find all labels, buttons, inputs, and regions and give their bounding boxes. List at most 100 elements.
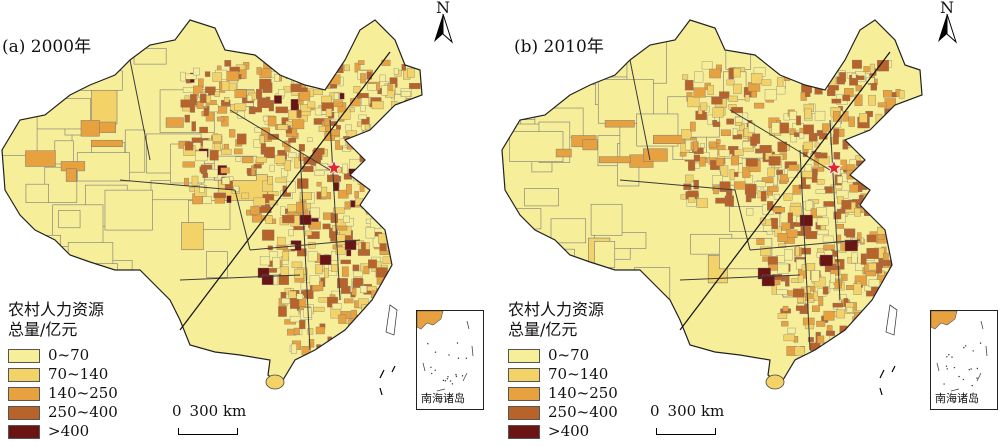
county-unit xyxy=(253,163,262,169)
county-unit xyxy=(307,371,314,378)
county-unit xyxy=(840,273,848,281)
county-unit xyxy=(833,152,841,160)
county-unit xyxy=(346,338,352,348)
county-unit xyxy=(351,288,357,296)
county-unit xyxy=(778,243,787,248)
county-unit xyxy=(751,90,757,98)
county-unit xyxy=(367,259,377,269)
county-unit xyxy=(781,222,791,231)
county-unit xyxy=(224,97,230,103)
county-unit xyxy=(392,352,406,363)
county-unit xyxy=(345,362,353,371)
county-unit xyxy=(851,321,861,333)
county-unit xyxy=(889,292,897,300)
county-unit xyxy=(259,135,265,144)
county-unit xyxy=(396,208,410,215)
inset-coast xyxy=(417,311,444,330)
county-unit xyxy=(341,266,349,277)
county-unit xyxy=(539,248,575,272)
inset-island xyxy=(434,351,437,353)
legend-swatch xyxy=(508,368,540,382)
county-unit xyxy=(401,282,413,292)
county-unit xyxy=(409,271,420,278)
county-unit xyxy=(876,208,889,218)
county-unit xyxy=(393,243,400,249)
county-unit xyxy=(811,174,818,183)
county-unit xyxy=(759,145,772,153)
county-unit xyxy=(376,142,386,151)
province-boundary xyxy=(129,59,151,161)
county-unit xyxy=(754,102,765,109)
inset-island xyxy=(455,375,458,378)
county-unit xyxy=(643,148,668,162)
county-unit xyxy=(389,187,402,193)
county-unit xyxy=(332,207,345,214)
county-unit xyxy=(307,68,317,75)
county-unit xyxy=(826,325,833,332)
county-unit xyxy=(242,156,254,164)
county-unit xyxy=(784,248,793,261)
county-unit xyxy=(393,161,404,172)
county-unit xyxy=(377,186,389,194)
county-unit xyxy=(408,225,419,235)
county-unit xyxy=(403,354,411,365)
county-unit xyxy=(221,81,230,91)
county-unit xyxy=(401,304,410,312)
inset-island xyxy=(964,345,967,347)
county-unit xyxy=(280,266,289,276)
county-unit xyxy=(726,118,735,125)
county-unit xyxy=(804,164,812,172)
county-unit xyxy=(881,210,892,216)
county-unit xyxy=(388,163,399,171)
county-unit xyxy=(760,246,771,256)
county-unit xyxy=(268,200,278,206)
county-unit xyxy=(854,208,861,217)
county-unit xyxy=(872,200,884,205)
legend-item: 250~400 xyxy=(508,403,698,422)
county-unit xyxy=(909,294,919,301)
county-unit xyxy=(330,357,343,362)
county-unit xyxy=(256,67,262,75)
county-unit xyxy=(550,218,587,244)
county-unit xyxy=(372,301,383,308)
county-unit xyxy=(791,278,799,283)
county-unit xyxy=(797,231,807,236)
county-unit xyxy=(819,254,833,267)
county-unit xyxy=(374,338,380,345)
county-unit xyxy=(391,185,403,197)
county-unit xyxy=(832,134,839,145)
county-unit xyxy=(357,334,365,344)
county-unit xyxy=(892,153,902,161)
county-unit xyxy=(354,62,361,73)
county-unit xyxy=(716,139,721,144)
county-unit xyxy=(681,129,692,140)
county-unit xyxy=(394,206,406,212)
county-unit xyxy=(807,337,814,343)
county-unit xyxy=(857,232,862,243)
county-unit xyxy=(96,121,117,133)
county-unit xyxy=(206,251,228,278)
county-unit xyxy=(344,365,355,376)
inset-island xyxy=(442,379,445,382)
legend-title-line1: 农村人力资源 xyxy=(8,300,105,319)
county-unit xyxy=(369,155,376,164)
county-unit xyxy=(241,192,250,199)
county-unit xyxy=(846,307,854,313)
legend-title-line2: 总量/亿元 xyxy=(508,320,578,339)
inset-island xyxy=(976,377,978,379)
county-unit xyxy=(233,185,240,192)
county-unit xyxy=(885,379,895,384)
county-unit xyxy=(796,259,805,270)
county-unit xyxy=(885,366,892,377)
county-unit xyxy=(848,116,855,127)
county-unit xyxy=(356,321,364,333)
county-unit xyxy=(868,262,877,271)
boundary-dash xyxy=(391,365,396,373)
county-unit xyxy=(897,108,907,120)
inset-island xyxy=(943,383,945,385)
county-unit xyxy=(806,263,816,271)
county-unit xyxy=(303,65,310,71)
county-unit xyxy=(884,194,897,203)
county-unit xyxy=(818,296,824,306)
